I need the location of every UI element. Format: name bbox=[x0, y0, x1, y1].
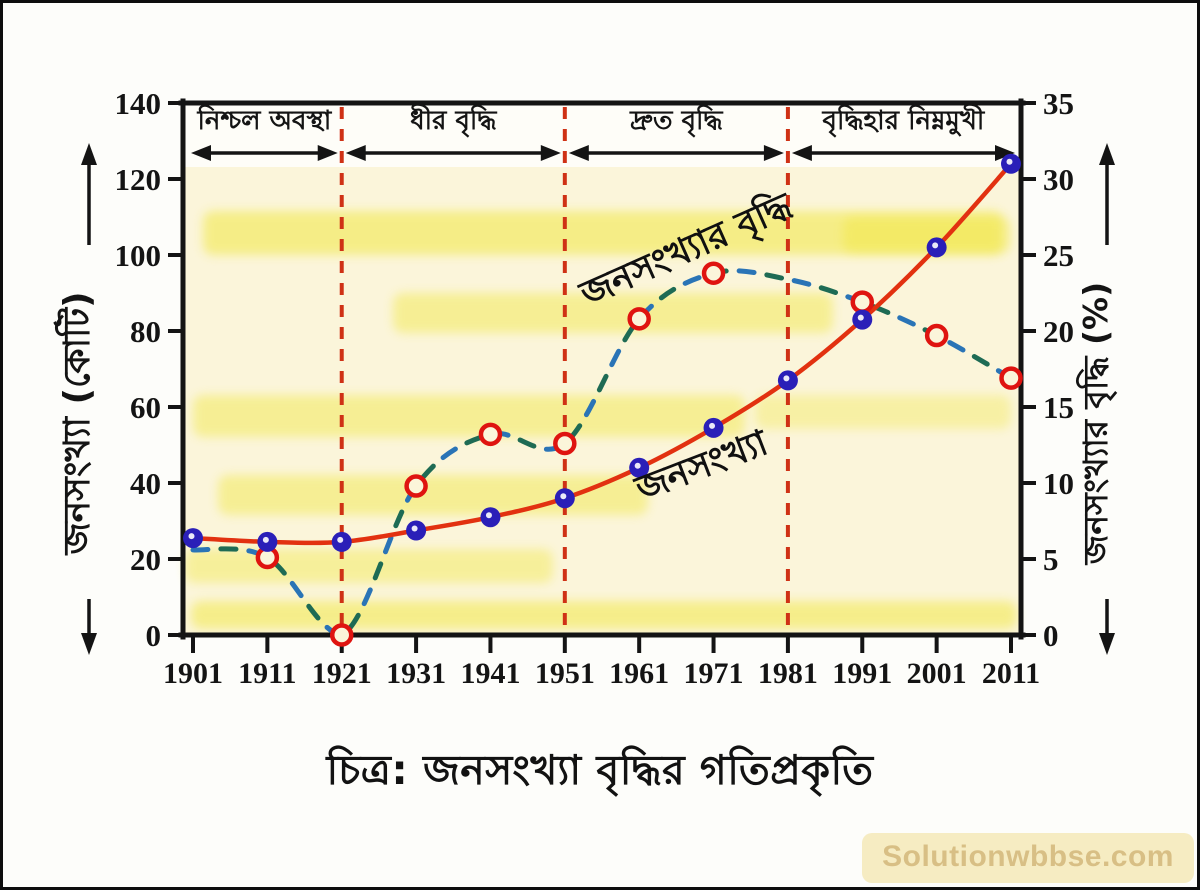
bleed-through-stain bbox=[185, 549, 553, 583]
zone-label: দ্রুত বৃদ্ধি bbox=[629, 104, 723, 137]
zone-label: নিশ্চল অবস্থা bbox=[196, 104, 332, 136]
population-point-highlight bbox=[560, 493, 567, 500]
bleed-through-stain bbox=[843, 217, 1011, 253]
right-axis-title: জনসংখ্যার বৃদ্ধি (%) bbox=[1076, 282, 1117, 565]
left-tick-label: 20 bbox=[130, 542, 161, 577]
population-point-highlight bbox=[337, 536, 344, 543]
growth-point bbox=[478, 422, 503, 447]
zone-arrow-left-head bbox=[345, 145, 366, 161]
left-tick-label: 140 bbox=[115, 86, 162, 121]
right-tick-label: 10 bbox=[1043, 466, 1074, 501]
left-tick-label: 60 bbox=[130, 390, 161, 425]
zone-arrow-right-head bbox=[317, 145, 338, 161]
left-axis-title: জনসংখ্যা (কোটি) bbox=[53, 291, 98, 556]
left-tick-label: 0 bbox=[146, 618, 162, 653]
x-tick-label: 1981 bbox=[758, 657, 818, 690]
left-axis-title-arrow-down-head bbox=[81, 633, 97, 655]
right-tick-label: 35 bbox=[1043, 86, 1074, 121]
x-tick-label: 2011 bbox=[982, 657, 1040, 690]
x-tick-label: 1931 bbox=[386, 657, 446, 690]
right-axis-title-arrow-down-head bbox=[1099, 633, 1115, 655]
population-point-highlight bbox=[709, 422, 716, 429]
plot-background bbox=[183, 103, 1021, 635]
right-tick-label: 5 bbox=[1043, 542, 1059, 577]
growth-point bbox=[404, 474, 428, 498]
right-tick-label: 20 bbox=[1043, 314, 1074, 349]
left-tick-label: 80 bbox=[130, 314, 161, 349]
population-point-highlight bbox=[783, 375, 790, 382]
growth-point bbox=[553, 431, 577, 456]
zone-arrow-right-head bbox=[763, 145, 784, 161]
population-growth-chart: 0 20 40 60 80 100 120 140 0 5 10 15 20 25 30 35 1901 1911… bbox=[53, 86, 1117, 690]
population-point-highlight bbox=[411, 525, 418, 532]
zone-label: ধীর বৃদ্ধি bbox=[410, 103, 497, 137]
x-tick-label: 1951 bbox=[535, 657, 595, 690]
x-tick-label: 1911 bbox=[238, 657, 296, 690]
left-tick-label: 40 bbox=[130, 466, 161, 501]
watermark-badge: Solutionwbbse.com bbox=[862, 833, 1194, 883]
growth-point bbox=[701, 261, 726, 285]
x-tick-label: 1991 bbox=[832, 657, 892, 690]
growth-point bbox=[999, 366, 1023, 390]
x-tick-label: 2001 bbox=[907, 657, 967, 690]
zone-arrow-left-head bbox=[568, 145, 589, 161]
population-point-highlight bbox=[188, 533, 195, 540]
right-tick-label: 15 bbox=[1043, 390, 1074, 425]
bleed-through-stain bbox=[191, 601, 1017, 629]
growth-point bbox=[627, 307, 651, 331]
growth-point bbox=[329, 623, 354, 647]
right-axis-title-arrow-up-head bbox=[1099, 143, 1115, 165]
bleed-through-stain bbox=[193, 395, 745, 437]
zone-arrow-right-head bbox=[995, 145, 1015, 161]
population-point-highlight bbox=[485, 512, 492, 519]
left-tick-label: 120 bbox=[115, 162, 162, 197]
population-point-highlight bbox=[857, 314, 864, 321]
right-tick-label: 30 bbox=[1043, 162, 1074, 197]
zone-arrow-left-head bbox=[791, 145, 812, 161]
bleed-through-stain bbox=[393, 293, 833, 333]
bleed-through-stain bbox=[218, 475, 648, 515]
growth-point bbox=[924, 323, 949, 348]
left-tick-label: 100 bbox=[115, 238, 162, 273]
x-tick-label: 1961 bbox=[609, 657, 669, 690]
zone-arrow-left-head bbox=[191, 145, 211, 161]
population-point-highlight bbox=[932, 242, 939, 249]
population-point-highlight bbox=[262, 536, 269, 543]
figure-caption: চিত্র: জনসংখ্যা বৃদ্ধির গতিপ্রকৃতি bbox=[326, 746, 874, 794]
zone-arrow-right-head bbox=[540, 145, 561, 161]
zone-label: বৃদ্ধিহার নিম্নমুখী bbox=[822, 103, 986, 137]
right-tick-label: 25 bbox=[1043, 238, 1074, 273]
population-point-highlight bbox=[634, 462, 641, 469]
bleed-through-stain bbox=[755, 395, 1011, 429]
growth-point bbox=[850, 290, 875, 314]
left-axis-title-arrow-up-head bbox=[81, 143, 97, 165]
right-tick-label: 0 bbox=[1043, 618, 1059, 653]
x-tick-label: 1941 bbox=[460, 657, 520, 690]
x-tick-label: 1921 bbox=[312, 657, 372, 690]
x-tick-label: 1901 bbox=[163, 657, 223, 690]
x-tick-label: 1971 bbox=[684, 657, 744, 690]
bleed-through-stain bbox=[203, 211, 1003, 255]
population-point-highlight bbox=[1006, 158, 1013, 165]
